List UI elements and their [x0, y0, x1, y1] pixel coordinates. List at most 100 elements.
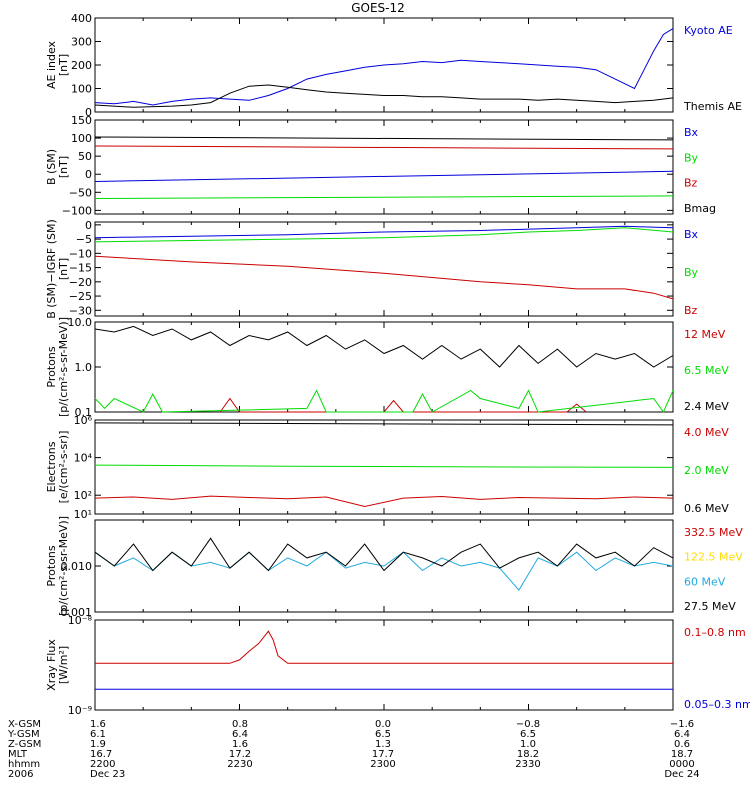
orbit-value: 17.2	[229, 749, 251, 760]
legend-label: 0.1–0.8 nm	[684, 626, 746, 639]
orbit-value: 1.6	[232, 739, 248, 750]
y-tick-label: 0	[85, 106, 92, 119]
y-tick-label: 100	[71, 83, 92, 96]
legend-label: Bz	[684, 177, 698, 190]
y-axis-label: Electrons	[45, 441, 58, 492]
series-line	[94, 537, 674, 572]
series-line	[94, 464, 674, 468]
y-tick-label: 0.1	[75, 406, 93, 419]
y-tick-label: −100	[62, 204, 92, 217]
legend-label: By	[684, 266, 699, 279]
legend-label: Bmag	[684, 202, 716, 215]
orbit-value: 0000	[669, 759, 694, 770]
series-line	[94, 255, 674, 300]
series-line	[94, 422, 674, 426]
orbit-value: Dec 24	[664, 769, 699, 780]
series-line	[94, 195, 674, 199]
y-axis-label: B (SM)	[45, 149, 58, 185]
orbit-value: Dec 23	[90, 769, 125, 780]
orbit-value: 6.4	[674, 729, 690, 740]
orbit-value: 6.5	[520, 729, 536, 740]
orbit-value: −0.8	[516, 719, 540, 730]
series-line	[94, 225, 674, 239]
y-tick-label: −5	[76, 233, 92, 246]
panel-4: 0.1 1.0 10.0 Protons [p/(cm²-s-sr-MeV)] 12 Me…	[45, 316, 729, 419]
y-axis-label: AE index	[45, 40, 58, 89]
series-line	[94, 389, 674, 413]
series-line	[94, 145, 674, 150]
y-axis-label: B (SM)−IGRF (SM)	[45, 219, 58, 319]
y-tick-label: 0.001	[61, 606, 93, 619]
orbit-table: X-GSMY-GSMZ-GSMMLThhmm20061.66.11.916.72…	[7, 719, 700, 780]
y-tick-label: −30	[69, 304, 92, 317]
orbit-row-label: Z-GSM	[8, 739, 41, 750]
y-tick-label: 10²	[74, 489, 92, 502]
y-tick-label: 10.0	[68, 316, 93, 329]
y-tick-label: 10¹	[74, 508, 92, 521]
y-axis-label: Protons	[45, 545, 58, 586]
y-axis-unit: [p/(cm²-s-sr-MeV)]	[57, 516, 70, 616]
series-line	[219, 397, 587, 413]
y-tick-label: 10⁶	[74, 414, 93, 427]
orbit-value: 1.0	[520, 739, 536, 750]
y-axis-label: Protons	[45, 346, 58, 387]
legend-label: By	[684, 151, 699, 164]
orbit-row-label: X-GSM	[8, 719, 41, 730]
orbit-value: 1.3	[375, 739, 391, 750]
y-tick-label: 10⁻⁸	[68, 614, 93, 627]
orbit-value: 1.6	[90, 719, 106, 730]
y-tick-label: −15	[69, 262, 92, 275]
series-line	[94, 28, 674, 106]
y-tick-label: −25	[69, 290, 92, 303]
legend-label: 0.05–0.3 nm	[684, 698, 750, 711]
orbit-value: 2200	[90, 759, 115, 770]
legend-label: 2.0 MeV	[684, 464, 729, 477]
legend-label: 332.5 MeV	[684, 526, 743, 539]
y-tick-label: 200	[71, 59, 92, 72]
y-tick-label: 50	[78, 150, 92, 163]
y-tick-label: −50	[69, 186, 92, 199]
orbit-value: −1.6	[670, 719, 694, 730]
y-axis-unit: [nT]	[57, 54, 70, 76]
y-tick-label: 0	[85, 219, 92, 232]
legend-label: Themis AE	[683, 100, 742, 113]
orbit-row-label: 2006	[8, 769, 33, 780]
orbit-value: 18.2	[517, 749, 539, 760]
y-tick-label: 0	[85, 168, 92, 181]
y-tick-label: 1.0	[75, 361, 93, 374]
legend-label: 12 MeV	[684, 328, 726, 341]
orbit-value: 16.7	[90, 749, 112, 760]
panel-frame	[94, 321, 674, 413]
y-tick-label: −20	[69, 276, 92, 289]
legend-label: 27.5 MeV	[684, 600, 736, 613]
series-line	[94, 325, 674, 368]
series-line	[94, 136, 674, 141]
legend-label: 0.6 MeV	[684, 502, 729, 515]
y-axis-unit: [nT]	[57, 156, 70, 178]
orbit-row-label: hhmm	[8, 759, 40, 770]
series-line	[94, 170, 674, 182]
series-line	[94, 227, 674, 243]
y-tick-label: 0.010	[61, 560, 93, 573]
y-axis-unit: [e/(cm²-s-sr)]	[57, 431, 70, 504]
y-tick-label: 150	[71, 114, 92, 127]
orbit-value: 1.9	[90, 739, 106, 750]
orbit-value: 0.6	[674, 739, 690, 750]
y-axis-unit: [W/m²]	[57, 646, 70, 684]
legend-label: Bz	[684, 304, 698, 317]
orbit-value: 18.7	[671, 749, 693, 760]
legend-label: 6.5 MeV	[684, 364, 729, 377]
orbit-value: 2300	[370, 759, 395, 770]
panel-3: −30−25−20−15 −10−50 B (SM)−IGRF (SM) [nT] Bx…	[45, 219, 699, 319]
orbit-value: 6.1	[90, 729, 106, 740]
panel-frame	[94, 619, 674, 711]
orbit-value: 0.8	[232, 719, 248, 730]
figure-title: GOES-12	[351, 1, 405, 15]
series-line	[95, 630, 673, 664]
y-axis-unit: [p/(cm²-s-sr-MeV)]	[57, 317, 70, 417]
y-tick-label: 100	[71, 132, 92, 145]
legend-label: Bx	[684, 126, 699, 139]
legend-label: Bx	[684, 228, 699, 241]
legend-label: 4.0 MeV	[684, 426, 729, 439]
